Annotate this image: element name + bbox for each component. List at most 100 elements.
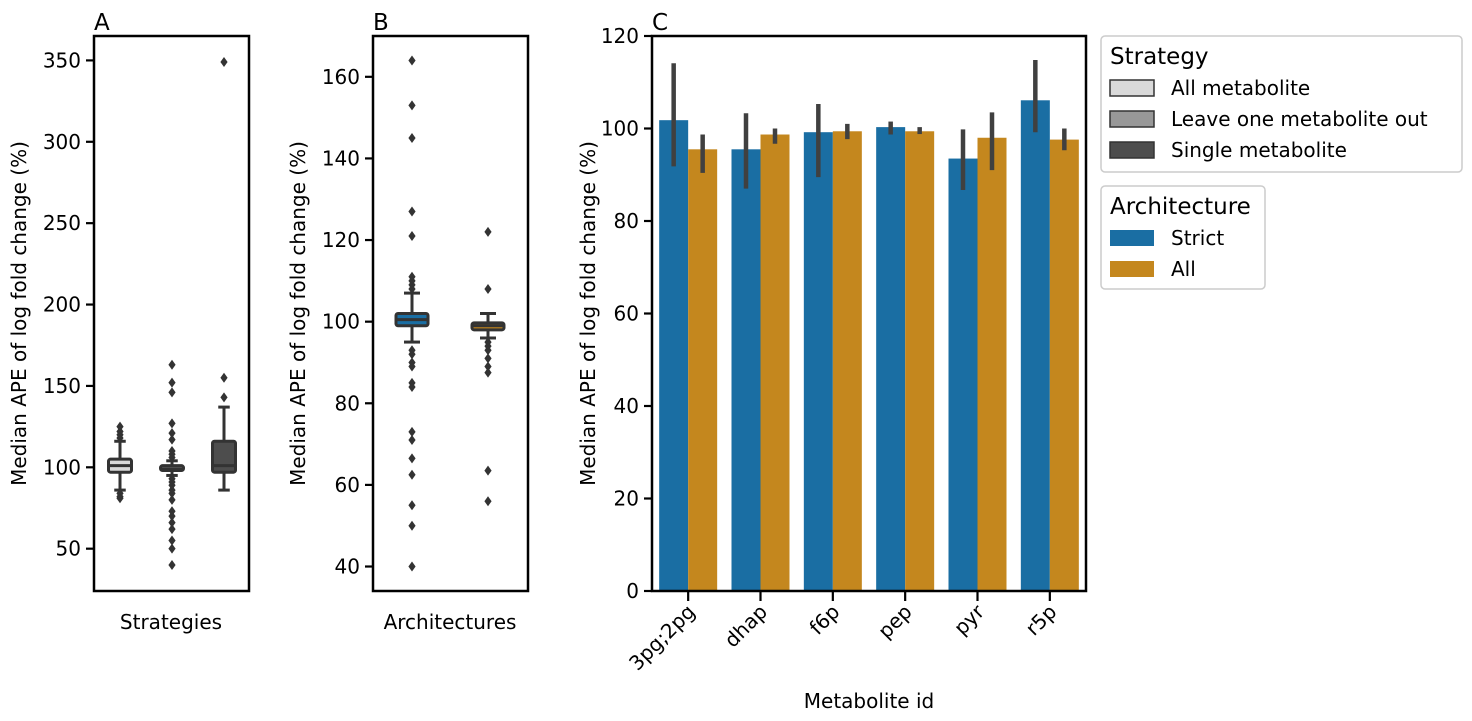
bar <box>688 149 718 591</box>
outlier-point <box>408 520 416 531</box>
outlier-point <box>168 387 176 398</box>
bar <box>1049 139 1079 591</box>
legend-item-label: Strict <box>1171 226 1224 250</box>
outlier-point <box>168 428 176 439</box>
outlier-point <box>484 496 492 507</box>
bar <box>731 149 761 591</box>
y-tick-label: 250 <box>43 211 81 235</box>
outlier-point <box>408 361 416 372</box>
outlier-point <box>168 494 176 505</box>
outlier-point <box>484 465 492 476</box>
outlier-point <box>168 524 176 535</box>
bar <box>1020 100 1050 591</box>
outlier-point <box>408 100 416 111</box>
panel-b: 40 60 80 100 120 140 160 Median APE of log fold… <box>286 10 530 634</box>
y-tick-label: 40 <box>614 394 639 418</box>
bar <box>977 137 1007 591</box>
panel-a: 50 100 150 200 250 300 350 Median APE of log fo… <box>7 10 251 634</box>
legend-strategy-frame <box>1100 35 1463 173</box>
outlier-point <box>408 426 416 437</box>
y-axis-label: Median APE of log fold change (%) <box>286 141 310 486</box>
y-tick-label: 20 <box>614 487 639 511</box>
outlier-point <box>484 361 492 372</box>
axes-frame <box>650 34 1088 593</box>
outlier-point <box>484 353 492 364</box>
y-axis-label: Median APE of log fold change (%) <box>576 141 600 486</box>
axes-frame <box>92 34 251 593</box>
y-tick-label: 100 <box>322 310 360 334</box>
outlier-point <box>408 133 416 144</box>
y-tick-label: 120 <box>601 24 639 48</box>
legend-strategy: Strategy All metabolite Leave one metabol… <box>1100 35 1463 173</box>
outlier-point <box>168 488 176 499</box>
outlier-point <box>408 349 416 360</box>
legend-swatch <box>1109 141 1155 159</box>
bar <box>876 127 906 592</box>
x-tick-label: f6p <box>804 600 844 640</box>
legend-swatch <box>1110 230 1154 246</box>
panel-letter: C <box>652 10 668 36</box>
x-axis-label: Strategies <box>120 610 222 634</box>
y-tick-label: 150 <box>43 374 81 398</box>
panel-letter: B <box>373 10 389 36</box>
bar <box>760 134 790 591</box>
panel-letter: A <box>94 10 110 36</box>
bar <box>659 120 689 592</box>
y-tick-label: 200 <box>43 293 81 317</box>
outlier-point <box>408 206 416 217</box>
axes-frame <box>371 34 530 593</box>
y-tick-label: 100 <box>43 455 81 479</box>
outlier-point <box>484 345 492 356</box>
x-tick-label: dhap <box>719 600 772 653</box>
x-tick-label: r5p <box>1021 600 1062 641</box>
y-tick-label: 50 <box>56 537 81 561</box>
box <box>211 439 237 474</box>
outlier-point <box>168 535 176 546</box>
legend-architecture: Architecture Strict All <box>1100 185 1266 290</box>
outlier-point <box>220 372 228 383</box>
x-tick-label: pyr <box>949 599 990 640</box>
y-tick-label: 350 <box>43 48 81 72</box>
outlier-point <box>168 543 176 554</box>
y-tick-label: 80 <box>614 209 639 233</box>
legend-strategy-title: Strategy <box>1110 44 1209 70</box>
outlier-point <box>168 517 176 528</box>
legend-item-label: All metabolite <box>1171 76 1310 100</box>
bar <box>948 158 978 591</box>
y-axis-label: Median APE of log fold change (%) <box>7 141 31 486</box>
y-tick-label: 80 <box>335 391 360 415</box>
panel-c: 0 20 40 60 80 100 120 Median APE of log fold ch… <box>576 10 1088 713</box>
outlier-point <box>408 500 416 511</box>
y-tick-label: 60 <box>335 473 360 497</box>
x-axis-label: Metabolite id <box>804 689 934 713</box>
outlier-point <box>408 230 416 241</box>
legend-item-label: All <box>1171 257 1196 281</box>
outlier-point <box>220 57 228 68</box>
y-tick-label: 100 <box>601 117 639 141</box>
y-tick-label: 0 <box>626 579 639 603</box>
outlier-point <box>408 55 416 66</box>
y-tick-label: 60 <box>614 302 639 326</box>
outlier-point <box>408 381 416 392</box>
legend-swatch <box>1110 261 1154 277</box>
legend-swatch <box>1109 79 1155 97</box>
outlier-point <box>168 511 176 522</box>
outlier-point <box>408 453 416 464</box>
outlier-point <box>408 469 416 480</box>
outlier-point <box>168 418 176 429</box>
outlier-point <box>168 452 176 463</box>
x-tick-label: pep <box>873 600 917 644</box>
legend-item-label: Leave one metabolite out <box>1171 107 1428 131</box>
bar <box>832 131 862 591</box>
outlier-point <box>168 359 176 370</box>
outlier-point <box>168 559 176 570</box>
outlier-point <box>116 493 124 504</box>
y-tick-label: 140 <box>322 146 360 170</box>
legend-item-label: Single metabolite <box>1171 138 1347 162</box>
y-tick-label: 120 <box>322 228 360 252</box>
outlier-point <box>484 284 492 295</box>
legend-architecture-title: Architecture <box>1110 194 1251 220</box>
y-tick-label: 40 <box>335 555 360 579</box>
outlier-point <box>408 561 416 572</box>
